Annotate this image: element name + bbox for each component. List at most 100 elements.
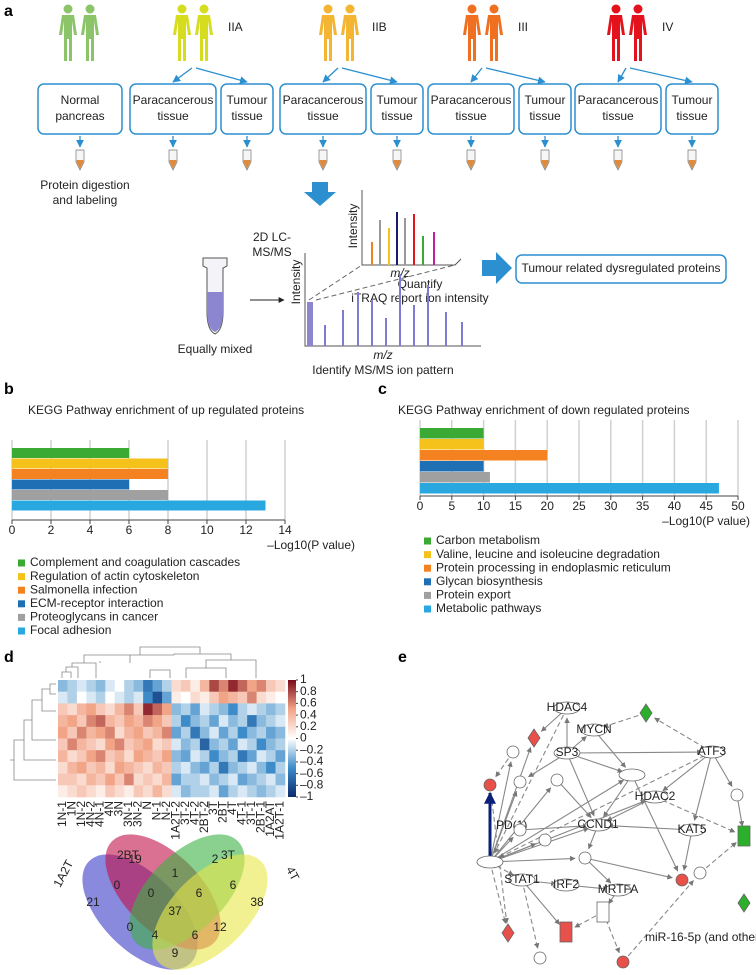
heatmap-cell bbox=[114, 680, 125, 692]
x-tick-label: 8 bbox=[165, 523, 172, 537]
heatmap-cell bbox=[180, 761, 191, 774]
result-box bbox=[515, 254, 727, 284]
heatmap-cell bbox=[256, 761, 267, 774]
heatmap-cell bbox=[209, 738, 220, 751]
venn-count: 4 bbox=[152, 928, 159, 942]
legend-swatch bbox=[18, 559, 25, 567]
x-tick-label: 10 bbox=[477, 499, 491, 513]
heatmap-cell bbox=[114, 738, 125, 751]
bar bbox=[12, 479, 129, 490]
lcms-text: MS/MS bbox=[252, 245, 291, 259]
heatmap-cell bbox=[76, 703, 87, 716]
column-label: 2BT-1 bbox=[254, 801, 268, 833]
venn-set bbox=[152, 854, 268, 970]
column-label: 4T-2 bbox=[187, 801, 201, 825]
paracancerous-box bbox=[279, 83, 367, 135]
heatmap-cell bbox=[133, 761, 144, 774]
column-label: 1A2T-1 bbox=[272, 801, 286, 840]
spectrum-peak bbox=[307, 302, 313, 346]
network-node bbox=[737, 893, 751, 913]
column-label: 2BT-2 bbox=[197, 801, 211, 833]
heatmap-cell bbox=[76, 726, 87, 739]
legend-swatch bbox=[424, 537, 431, 545]
heatmap-cell bbox=[190, 715, 201, 728]
heatmap-cell bbox=[152, 715, 163, 728]
venn-count: 1 bbox=[172, 866, 179, 880]
heatmap-cell bbox=[67, 773, 78, 786]
normal-box-text: Normal bbox=[61, 93, 100, 107]
tumour-box-text: tissue bbox=[381, 109, 413, 123]
heatmap-cell bbox=[256, 691, 267, 704]
network-node bbox=[550, 773, 564, 787]
venn-count: 0 bbox=[114, 878, 121, 892]
venn-count: 38 bbox=[250, 895, 264, 909]
heatmap-cell bbox=[171, 750, 182, 763]
heatmap-cell bbox=[86, 715, 97, 728]
network-node bbox=[483, 778, 497, 792]
heatmap-cell bbox=[256, 703, 267, 716]
panel-label: a bbox=[4, 3, 13, 20]
heatmap-cell bbox=[105, 738, 116, 751]
x-tick-label: 30 bbox=[604, 499, 618, 513]
network-edge bbox=[489, 855, 576, 863]
network-node bbox=[604, 883, 632, 897]
heatmap-cell bbox=[199, 761, 210, 774]
heatmap-cell bbox=[209, 691, 220, 704]
stage-label: IIA bbox=[228, 20, 243, 34]
digestion-text: Protein digestion bbox=[40, 178, 129, 192]
legend-label: Valine, leucine and isoleucine degradati… bbox=[436, 547, 660, 561]
heatmap-cell bbox=[143, 761, 153, 774]
heatmap-cell bbox=[218, 715, 229, 728]
bar bbox=[420, 439, 484, 450]
heatmap-cell bbox=[58, 750, 68, 763]
heatmap-cell bbox=[247, 691, 257, 704]
heatmap-cell bbox=[190, 738, 201, 751]
heatmap-cell bbox=[209, 761, 220, 774]
heatmap-cell bbox=[247, 773, 257, 786]
heatmap-cell bbox=[143, 703, 153, 716]
heatmap-cell bbox=[86, 680, 97, 692]
venn-count: 9 bbox=[172, 946, 179, 960]
heatmap-cell bbox=[247, 785, 257, 798]
paracancerous-box-text: Paracancerous bbox=[431, 93, 512, 107]
axis-label: m/z bbox=[373, 348, 392, 362]
network-node bbox=[501, 923, 515, 943]
tumour-box-text: Tumour bbox=[672, 93, 713, 107]
bar bbox=[12, 448, 129, 458]
heatmap-cell bbox=[58, 726, 68, 739]
network-edge bbox=[519, 823, 589, 831]
tube-content bbox=[688, 160, 696, 169]
heatmap-cell bbox=[247, 750, 257, 763]
heatmap-cell bbox=[228, 715, 239, 728]
zoom-line bbox=[308, 264, 363, 301]
person-icon bbox=[341, 4, 359, 61]
lcms-text: 2D LC- bbox=[253, 230, 291, 244]
arrow bbox=[470, 67, 483, 83]
colorbar-tick-label: 0.4 bbox=[300, 707, 317, 721]
heatmap-cell bbox=[237, 715, 248, 728]
heatmap-cell bbox=[124, 726, 134, 739]
tumour-box-text: Tumour bbox=[227, 93, 268, 107]
heatmap-cell bbox=[209, 703, 220, 716]
heatmap-cell bbox=[199, 703, 210, 716]
heatmap-cell bbox=[95, 703, 106, 716]
person-icon bbox=[173, 4, 191, 61]
venn-count: 37 bbox=[168, 904, 182, 918]
heatmap-cell bbox=[67, 761, 78, 774]
heatmap-cell bbox=[199, 715, 210, 728]
x-tick-label: 25 bbox=[572, 499, 586, 513]
heatmap-cell bbox=[86, 761, 97, 774]
heatmap-cell bbox=[266, 738, 276, 751]
heatmap-cell bbox=[256, 773, 267, 786]
heatmap-cell bbox=[237, 750, 248, 763]
heatmap-cell bbox=[266, 680, 276, 692]
heatmap-cell bbox=[180, 703, 191, 716]
heatmap-cell bbox=[95, 680, 106, 692]
heatmap-cell bbox=[152, 750, 163, 763]
heatmap-cell bbox=[162, 761, 172, 774]
heatmap-cell bbox=[190, 680, 201, 692]
heatmap-cell bbox=[266, 773, 276, 786]
legend-label: ECM-receptor interaction bbox=[30, 596, 163, 610]
heatmap-cell bbox=[124, 785, 134, 798]
column-label: 3N-1 bbox=[121, 801, 135, 827]
